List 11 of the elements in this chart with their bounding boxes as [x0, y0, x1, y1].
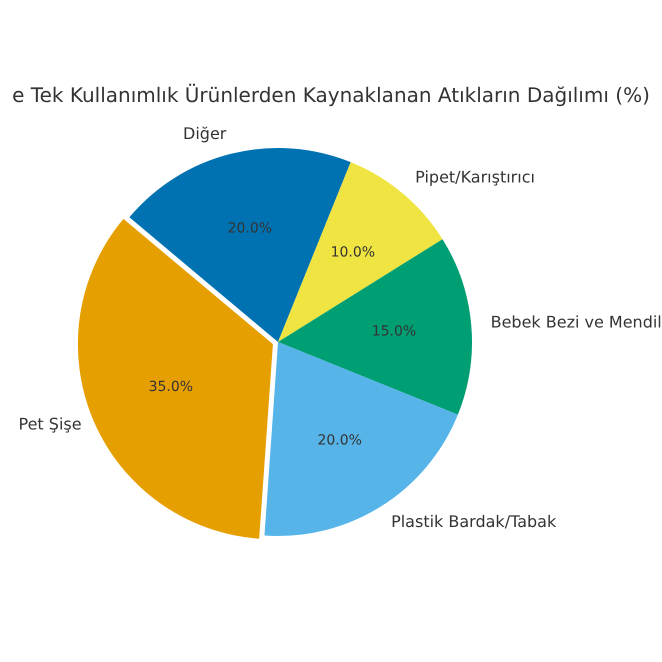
chart-title: e Tek Kullanımlık Ürünlerden Kaynaklanan Atıkların Dağılımı (%)	[12, 83, 650, 108]
slice-label: Pipet/Karıştırıcı	[415, 168, 535, 187]
data-label: 35.0%	[148, 379, 194, 396]
data-label: 10.0%	[330, 244, 376, 260]
data-label: 20.0%	[317, 432, 362, 448]
slice-label: Pet Şişe	[18, 414, 82, 434]
slice-label: Bebek Bezi ve Mendil	[490, 312, 662, 332]
data-label: 20.0%	[228, 220, 272, 237]
slice-label: Plastik Bardak/Tabak	[391, 512, 557, 532]
slice-label: Diğer	[183, 124, 227, 144]
data-label: 15.0%	[372, 323, 416, 340]
